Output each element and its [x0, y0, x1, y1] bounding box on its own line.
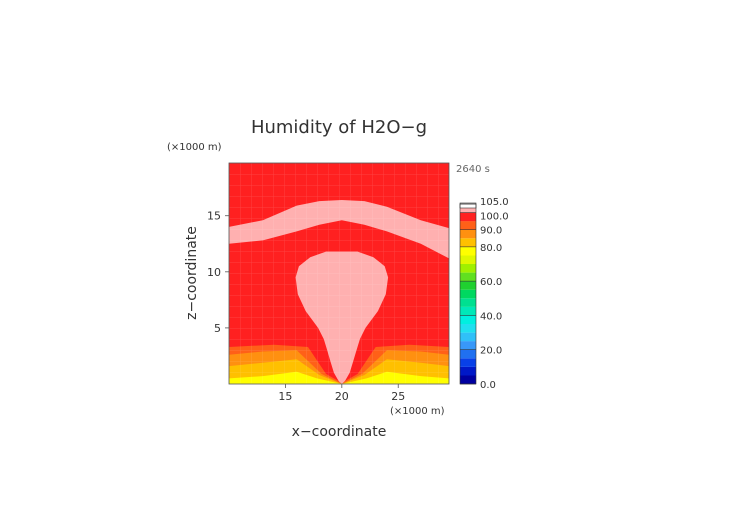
- colorbar-swatch: [460, 221, 476, 230]
- colorbar-swatch: [460, 341, 476, 350]
- x-axis-label: x−coordinate: [292, 424, 387, 440]
- colorbar-tick-label: 0.0: [480, 380, 496, 391]
- colorbar-tick-label: 100.0: [480, 212, 509, 223]
- colorbar-swatch: [460, 281, 476, 290]
- colorbar-tick-label: 80.0: [480, 243, 502, 254]
- colorbar-swatch: [460, 315, 476, 324]
- x-tick-label: 15: [278, 390, 292, 403]
- colorbar-swatch: [460, 238, 476, 247]
- colorbar-swatch: [460, 255, 476, 264]
- colorbar-swatch: [460, 366, 476, 376]
- y-axis-ticks: 5 10 15: [207, 210, 229, 335]
- y-tick-label: 5: [214, 322, 221, 335]
- colorbar-tick-label: 40.0: [480, 311, 502, 322]
- x-axis-ticks: 15 20 25: [278, 384, 405, 403]
- colorbar-swatch: [460, 306, 476, 316]
- colorbar-swatch: [460, 246, 476, 256]
- chart-title: Humidity of H2O−g: [251, 117, 427, 138]
- colorbar-swatch: [460, 212, 476, 222]
- colorbar-swatch: [460, 324, 476, 333]
- colorbar-swatch: [460, 298, 476, 307]
- y-axis-label: z−coordinate: [184, 226, 200, 320]
- colorbar-swatch: [460, 332, 476, 342]
- grid-overlay: [229, 163, 449, 384]
- plot-area: [229, 163, 449, 384]
- colorbar-swatch: [460, 264, 476, 273]
- colorbar-swatch: [460, 272, 476, 282]
- colorbar-swatch: [460, 289, 476, 299]
- colorbar-swatch: [460, 229, 476, 239]
- x-unit-label: (×1000 m): [390, 406, 445, 417]
- y-tick-label: 15: [207, 210, 221, 223]
- colorbar-swatch: [460, 349, 476, 359]
- colorbar-swatch: [460, 358, 476, 367]
- colorbar-tick-label: 90.0: [480, 226, 502, 237]
- colorbar-swatch: [460, 375, 476, 384]
- y-tick-label: 10: [207, 266, 221, 279]
- y-unit-label: (×1000 m): [167, 142, 222, 153]
- colorbar-tick-label: 20.0: [480, 346, 502, 357]
- x-tick-label: 25: [391, 390, 405, 403]
- x-tick-label: 20: [335, 390, 349, 403]
- colorbar-tick-label: 60.0: [480, 277, 502, 288]
- colorbar: 0.0 20.0 40.0 60.0 80.0 90.0 100.0 105.0: [459, 197, 509, 391]
- plot-frame: [228, 162, 450, 385]
- time-label: 2640 s: [456, 164, 490, 175]
- colorbar-tick-label: 105.0: [480, 197, 509, 208]
- colorbar-swatch: [460, 204, 476, 213]
